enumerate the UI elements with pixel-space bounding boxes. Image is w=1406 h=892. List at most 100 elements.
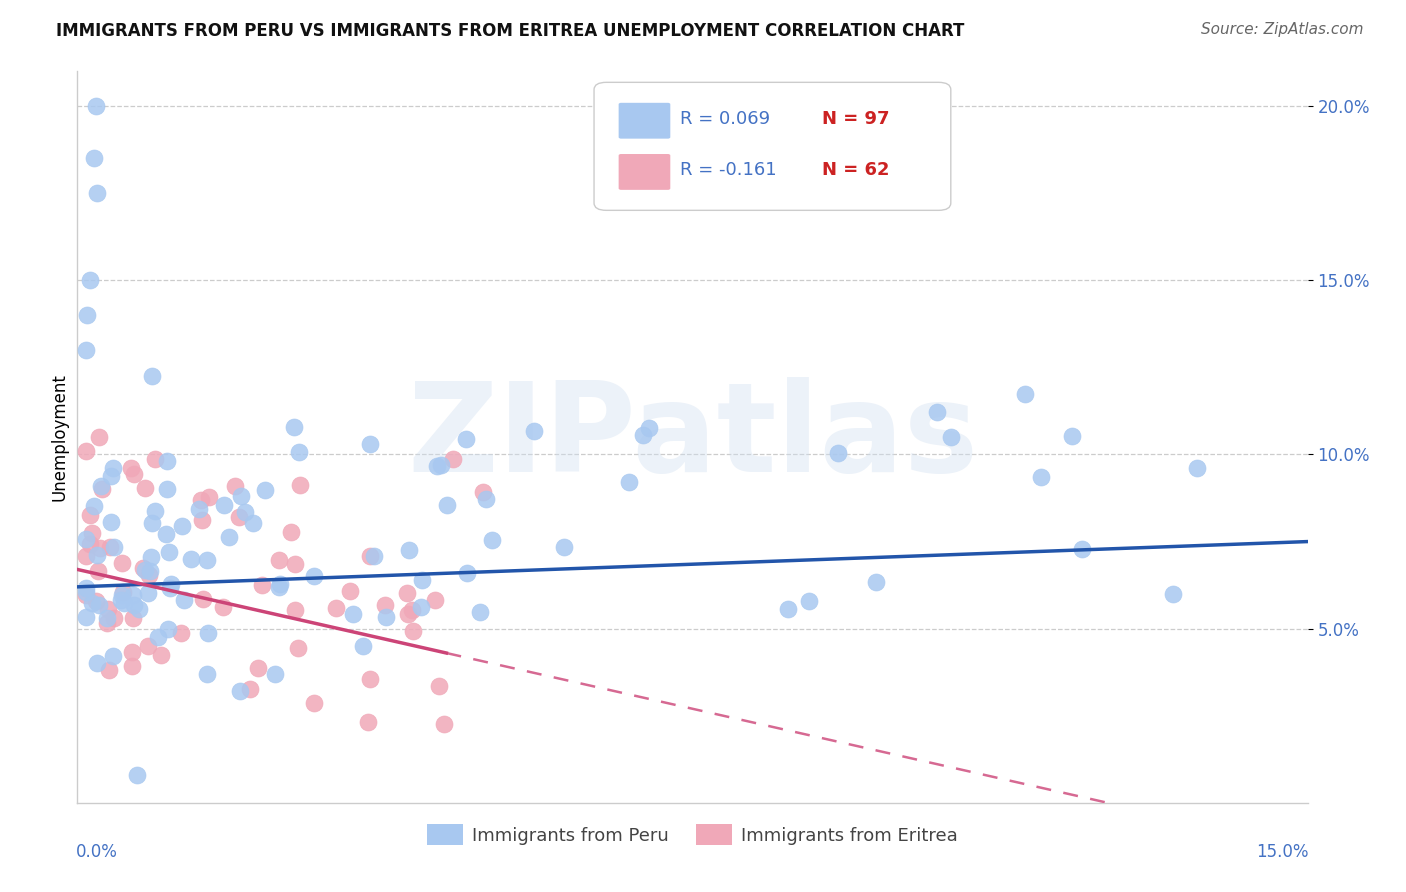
Point [103, 611, 125, 625]
Point [79, 508, 101, 523]
Point [83, 152, 105, 166]
Point [359, 437, 381, 451]
Point [156, 622, 179, 636]
Point [157, 545, 180, 559]
FancyBboxPatch shape [619, 154, 671, 190]
Point [143, 504, 166, 518]
Point [75, 444, 97, 458]
Point [456, 566, 478, 580]
Point [342, 607, 364, 622]
Point [269, 577, 291, 591]
Point [827, 446, 849, 460]
Point [359, 672, 381, 686]
Point [427, 679, 450, 693]
Text: 0.0%: 0.0% [76, 843, 118, 861]
Point [84, 99, 107, 113]
Point [159, 577, 181, 591]
Point [359, 549, 381, 564]
Point [290, 478, 312, 492]
Point [75, 609, 97, 624]
Point [475, 491, 498, 506]
Point [252, 577, 274, 591]
Legend: Immigrants from Peru, Immigrants from Eritrea: Immigrants from Peru, Immigrants from Er… [427, 824, 957, 845]
Point [187, 502, 209, 516]
Point [138, 564, 160, 578]
Point [436, 498, 458, 512]
Point [122, 588, 145, 602]
Point [112, 584, 135, 599]
Point [287, 640, 309, 655]
Point [1062, 428, 1084, 442]
Point [1185, 461, 1208, 475]
Point [86, 186, 108, 201]
Point [170, 626, 193, 640]
Point [288, 444, 311, 458]
Point [80, 526, 103, 541]
Point [472, 484, 495, 499]
Point [124, 598, 146, 612]
Point [799, 594, 821, 608]
Point [398, 542, 420, 557]
Y-axis label: Unemployment: Unemployment [51, 373, 69, 501]
Point [284, 557, 307, 571]
Point [155, 527, 177, 541]
Point [280, 524, 302, 539]
Point [357, 714, 380, 729]
Point [75, 343, 97, 357]
Point [132, 561, 155, 575]
Point [430, 458, 453, 472]
Point [304, 696, 326, 710]
Point [269, 580, 291, 594]
Point [170, 519, 193, 533]
Point [127, 768, 149, 782]
Point [86, 564, 108, 578]
FancyBboxPatch shape [619, 103, 671, 138]
Point [89, 598, 111, 612]
Point [180, 552, 202, 566]
Point [195, 552, 218, 566]
Point [148, 630, 170, 644]
Point [228, 510, 250, 524]
Point [865, 574, 887, 589]
Point [112, 596, 135, 610]
Point [128, 602, 150, 616]
Point [75, 532, 97, 546]
Point [395, 586, 418, 600]
Point [325, 601, 347, 615]
Point [229, 489, 252, 503]
Point [1071, 541, 1094, 556]
Point [198, 490, 221, 504]
Point [98, 540, 121, 554]
Point [374, 609, 396, 624]
Text: IMMIGRANTS FROM PERU VS IMMIGRANTS FROM ERITREA UNEMPLOYMENT CORRELATION CHART: IMMIGRANTS FROM PERU VS IMMIGRANTS FROM … [56, 22, 965, 40]
Point [191, 513, 214, 527]
Point [925, 405, 948, 419]
Point [89, 541, 111, 556]
Point [141, 368, 163, 383]
Point [138, 567, 160, 582]
Point [136, 639, 159, 653]
Point [122, 467, 145, 482]
Point [141, 516, 163, 530]
Point [264, 667, 287, 681]
Point [86, 548, 108, 562]
Point [121, 610, 143, 624]
Point [218, 530, 240, 544]
Point [91, 482, 114, 496]
Point [101, 461, 124, 475]
Point [470, 605, 492, 619]
Point [638, 421, 661, 435]
Point [156, 482, 179, 496]
Point [110, 593, 132, 607]
Point [246, 661, 269, 675]
Point [1161, 587, 1184, 601]
Point [1014, 387, 1036, 401]
Point [1031, 470, 1053, 484]
Point [82, 596, 104, 610]
Point [441, 451, 464, 466]
Point [75, 588, 97, 602]
Point [212, 498, 235, 512]
Point [269, 552, 291, 566]
Point [401, 602, 423, 616]
Point [352, 639, 374, 653]
